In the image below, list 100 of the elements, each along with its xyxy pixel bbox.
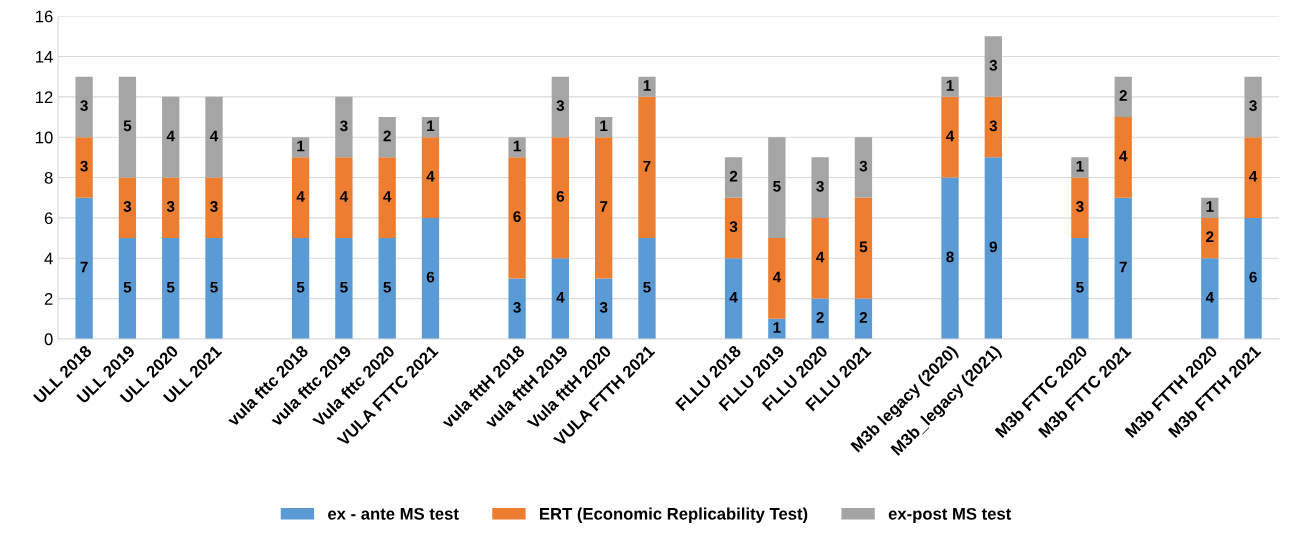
data-label: 2 xyxy=(1119,90,1127,101)
data-label: 6 xyxy=(426,271,435,283)
data-label: 2 xyxy=(383,130,391,142)
bar xyxy=(595,137,613,279)
data-label: 3 xyxy=(513,301,521,313)
data-label: 5 xyxy=(383,281,392,293)
data-label: 1 xyxy=(946,80,954,91)
data-label: 1 xyxy=(513,140,521,152)
data-label: 9 xyxy=(989,241,998,253)
data-label: 4 xyxy=(426,170,435,182)
bar xyxy=(811,157,829,218)
data-label: 4 xyxy=(946,130,955,142)
data-label: 3 xyxy=(729,221,738,233)
data-label: 3 xyxy=(80,160,88,172)
data-label: 3 xyxy=(80,100,88,112)
bar xyxy=(724,258,743,339)
bar xyxy=(335,157,353,239)
bar xyxy=(638,76,656,97)
bar xyxy=(205,238,223,339)
y-tick-label: 4 xyxy=(44,252,53,265)
data-label: 2 xyxy=(1206,231,1214,243)
data-label: 1 xyxy=(1206,201,1214,212)
bar xyxy=(508,137,526,158)
bar xyxy=(941,76,959,97)
data-label: 5 xyxy=(773,181,781,192)
bar xyxy=(551,137,570,259)
y-tick-label: 8 xyxy=(44,171,53,184)
bar xyxy=(118,238,137,339)
bar xyxy=(378,238,396,339)
data-label: 4 xyxy=(339,191,349,202)
bar xyxy=(378,157,396,239)
bar xyxy=(291,157,310,239)
data-label: 4 xyxy=(166,130,175,142)
data-label: 3 xyxy=(556,100,565,112)
bar xyxy=(508,278,526,339)
data-label: 3 xyxy=(210,201,218,212)
data-label: 5 xyxy=(123,120,132,132)
bar xyxy=(595,278,613,339)
bar xyxy=(811,217,829,299)
data-label: 8 xyxy=(946,251,954,263)
bar xyxy=(205,177,223,239)
data-label: 5 xyxy=(643,281,651,293)
bar xyxy=(984,36,1002,97)
data-label: 7 xyxy=(1119,261,1127,273)
legend-label: ex - ante MS test xyxy=(328,507,459,520)
bar xyxy=(638,238,656,339)
data-label: 5 xyxy=(166,281,175,293)
data-label: 6 xyxy=(513,211,521,222)
bar xyxy=(638,96,656,239)
data-label: 7 xyxy=(80,261,88,273)
y-tick-label: 16 xyxy=(36,10,53,23)
bar xyxy=(335,238,353,339)
bar xyxy=(335,96,353,158)
data-label: 1 xyxy=(297,140,305,152)
legend-label: ex-post MS test xyxy=(888,507,1012,523)
bar xyxy=(1071,157,1089,178)
bar xyxy=(162,177,180,239)
bar xyxy=(118,76,137,178)
bar xyxy=(854,137,873,198)
data-label: 2 xyxy=(859,312,868,323)
bar xyxy=(118,177,137,239)
data-label: 1 xyxy=(643,80,651,91)
data-label: 1 xyxy=(773,322,781,333)
data-label: 3 xyxy=(816,180,824,192)
data-label: 5 xyxy=(1076,281,1084,293)
bar xyxy=(941,177,959,339)
bar xyxy=(1114,197,1132,339)
bar xyxy=(1114,76,1132,118)
data-label: 4 xyxy=(209,130,219,142)
bar xyxy=(162,238,180,339)
data-label: 5 xyxy=(859,241,868,253)
bar xyxy=(724,197,743,259)
data-label: 3 xyxy=(166,201,175,212)
y-tick-label: 14 xyxy=(36,51,53,63)
bar xyxy=(724,157,743,198)
data-label: 1 xyxy=(1076,160,1084,172)
data-label: 1 xyxy=(427,120,435,132)
y-tick-label: 6 xyxy=(44,212,53,225)
bar xyxy=(854,197,873,299)
bar xyxy=(205,96,223,178)
bar xyxy=(941,96,959,178)
y-tick-label: 2 xyxy=(44,292,53,305)
data-label: 4 xyxy=(1205,292,1214,303)
data-label: 3 xyxy=(989,120,998,132)
data-label: 7 xyxy=(643,160,651,172)
bar xyxy=(1114,117,1132,198)
bar xyxy=(75,76,93,138)
y-tick-label: 0 xyxy=(44,333,53,346)
data-label: 5 xyxy=(123,281,132,293)
bar xyxy=(768,238,786,319)
bar xyxy=(75,137,93,198)
y-tick-label: 10 xyxy=(36,131,53,144)
bar xyxy=(1201,217,1219,259)
y-tick-label: 12 xyxy=(36,91,53,103)
data-label: 3 xyxy=(339,120,348,132)
data-label: 4 xyxy=(1119,150,1128,162)
bar xyxy=(768,137,786,239)
bar xyxy=(421,137,440,218)
data-label: 1 xyxy=(600,120,608,132)
data-label: 3 xyxy=(123,201,132,212)
